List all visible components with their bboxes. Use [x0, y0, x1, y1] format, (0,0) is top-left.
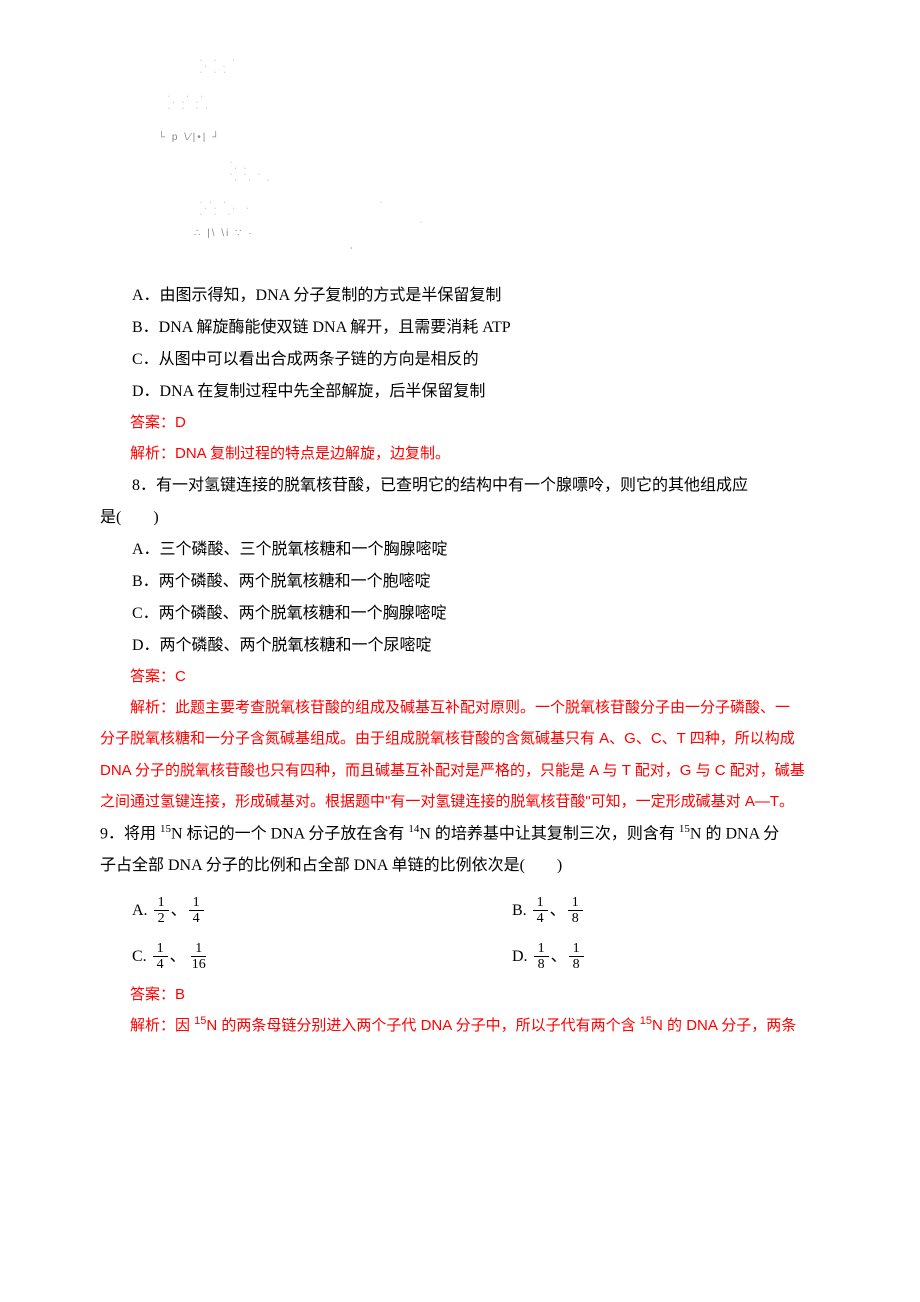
q7-option-a: A．由图示得知，DNA 分子复制的方式是半保留复制	[132, 280, 820, 312]
q9-stem-1: 9．将用 15N 标记的一个 DNA 分子放在含有 14N 的培养基中让其复制三…	[100, 818, 820, 850]
q9-explain-a: 解析：因	[130, 1017, 194, 1034]
fraction: 14	[533, 895, 548, 927]
sup-15c: 15	[194, 1015, 206, 1027]
opt-a-label: A.	[132, 895, 148, 927]
fraction: 18	[534, 941, 549, 973]
sup-15: 15	[160, 823, 171, 835]
q7-explain: 解析：DNA 复制过程的特点是边解旋，边复制。	[130, 438, 820, 470]
diagram-label-1: └ p \⁄|•| ┘	[158, 128, 221, 148]
q9-stem-1a: 9．将用	[100, 825, 160, 842]
q9-option-c: C. 14 、 116	[132, 934, 512, 980]
sup-15d: 15	[640, 1015, 652, 1027]
q9-stem-1c: N 的培养基中让其复制三次，则含有	[419, 825, 679, 842]
q8-explain-1: 解析：此题主要考查脱氧核苷酸的组成及碱基互补配对原则。一个脱氧核苷酸分子由一分子…	[130, 692, 820, 724]
sup-15b: 15	[679, 823, 690, 835]
q8-option-d: D．两个磷酸、两个脱氧核糖和一个尿嘧啶	[132, 630, 820, 662]
q8-option-a: A．三个磷酸、三个脱氧核糖和一个胸腺嘧啶	[132, 534, 820, 566]
q8-stem-2: 是( )	[100, 502, 820, 534]
page: · · · · · · · · · · · · · · · · · · └ p …	[0, 0, 920, 1302]
q8-explain-3: DNA 分子的脱氧核苷酸也只有四种，而且碱基互补配对是严格的，只能是 A 与 T…	[100, 755, 820, 787]
q7-option-c: C．从图中可以看出合成两条子链的方向是相反的	[132, 344, 820, 376]
q9-options: A. 12 、 14 C. 14 、 116 B. 14 、 18 D. 18	[100, 888, 820, 980]
opt-c-label: C.	[132, 941, 147, 973]
q9-stem-1b: N 标记的一个 DNA 分子放在含有	[171, 825, 408, 842]
q9-option-d: D. 18 、 18	[512, 934, 712, 980]
q8-explain-4: 之间通过氢键连接，形成碱基对。根据题中"有一对氢键连接的脱氧核苷酸"可知，一定形…	[100, 786, 820, 818]
fraction: 18	[568, 895, 583, 927]
q9-stem-2: 子占全部 DNA 分子的比例和占全部 DNA 单链的比例依次是( )	[100, 850, 820, 882]
fraction: 14	[189, 895, 204, 927]
separator: 、	[171, 895, 187, 927]
q9-option-b: B. 14 、 18	[512, 888, 712, 934]
q8-answer: 答案：C	[130, 662, 820, 692]
fraction: 116	[188, 941, 210, 973]
q9-explain-b: N 的两条母链分别进入两个子代 DNA 分子中，所以子代有两个含	[206, 1017, 639, 1034]
opt-b-label: B.	[512, 895, 527, 927]
sup-14: 14	[408, 823, 419, 835]
q9-option-a: A. 12 、 14	[132, 888, 512, 934]
fraction: 12	[154, 895, 169, 927]
q9-stem-1d: N 的 DNA 分	[690, 825, 779, 842]
q9-explain-c: N 的 DNA 分子，两条	[652, 1017, 796, 1034]
q8-option-c: C．两个磷酸、两个脱氧核糖和一个胸腺嘧啶	[132, 598, 820, 630]
fraction: 18	[569, 941, 584, 973]
q8-option-b: B．两个磷酸、两个脱氧核糖和一个胞嘧啶	[132, 566, 820, 598]
q9-explain: 解析：因 15N 的两条母链分别进入两个子代 DNA 分子中，所以子代有两个含 …	[130, 1010, 820, 1042]
q8-explain-2: 分子脱氧核糖和一分子含氮碱基组成。由于组成脱氧核苷酸的含氮碱基只有 A、G、C、…	[100, 723, 820, 755]
q7-option-b: B．DNA 解旋酶能使双链 DNA 解开，且需要消耗 ATP	[132, 312, 820, 344]
q7-option-d: D．DNA 在复制过程中先全部解旋，后半保留复制	[132, 376, 820, 408]
diagram-label-2: ∴ |\ \i ∵ ·	[194, 224, 254, 244]
opt-d-label: D.	[512, 941, 528, 973]
q8-stem-1: 8．有一对氢键连接的脱氧核苷酸，已查明它的结构中有一个腺嘌呤，则它的其他组成应	[100, 470, 820, 502]
dna-replication-diagram: · · · · · · · · · · · · · · · · · · └ p …	[140, 50, 820, 270]
fraction: 14	[153, 941, 168, 973]
separator: 、	[170, 941, 186, 973]
q9-answer: 答案：B	[130, 980, 820, 1010]
q7-answer: 答案：D	[130, 408, 820, 438]
separator: 、	[551, 941, 567, 973]
separator: 、	[550, 895, 566, 927]
